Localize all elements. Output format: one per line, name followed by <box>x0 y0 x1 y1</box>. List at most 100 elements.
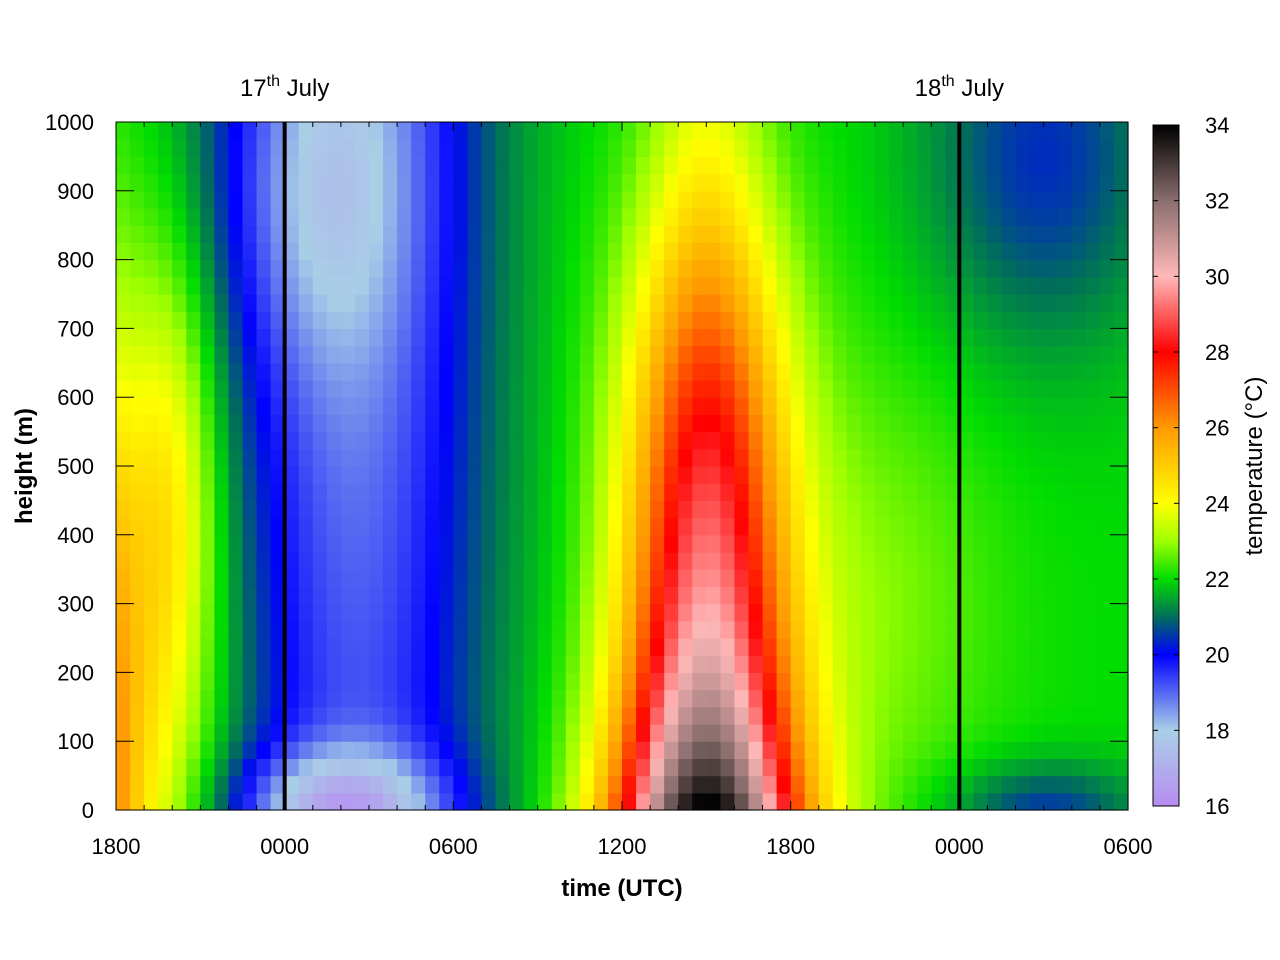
heatmap-cell <box>298 552 314 570</box>
heatmap-cell <box>706 741 721 759</box>
heatmap-cell <box>1001 397 1017 415</box>
heatmap-cell <box>551 259 567 278</box>
heatmap-cell <box>256 328 272 347</box>
heatmap-cell <box>734 414 750 433</box>
heatmap-cell <box>340 534 356 553</box>
heatmap-cell <box>748 655 764 673</box>
heatmap-cell <box>481 534 497 553</box>
heatmap-cell <box>495 552 511 570</box>
heatmap-cell <box>776 276 792 295</box>
heatmap-cell <box>1085 380 1101 398</box>
heatmap-cell <box>1043 242 1059 261</box>
heatmap-cell <box>1085 758 1101 777</box>
heatmap-cell <box>790 294 806 312</box>
heatmap-cell <box>481 724 497 742</box>
heatmap-cell <box>537 792 553 811</box>
heatmap-cell <box>607 311 623 329</box>
heatmap-cell <box>242 534 258 553</box>
heatmap-cell <box>804 758 820 777</box>
heatmap-cell <box>1001 431 1017 450</box>
heatmap-cell <box>354 724 370 742</box>
heatmap-cell <box>945 294 960 312</box>
heatmap-cell <box>565 276 581 295</box>
heatmap-cell <box>650 689 665 708</box>
heatmap-cell <box>326 448 342 467</box>
heatmap-cell <box>565 414 581 433</box>
heatmap-cell <box>846 758 862 777</box>
heatmap-cell <box>664 190 679 209</box>
heatmap-cell <box>284 500 300 519</box>
heatmap-cell <box>664 775 679 794</box>
heatmap-cell <box>298 724 314 742</box>
heatmap-cell <box>889 689 904 708</box>
heatmap-cell <box>706 362 721 381</box>
heatmap-cell <box>326 552 342 570</box>
heatmap-cell <box>832 620 848 639</box>
heatmap-cell <box>903 638 918 656</box>
heatmap-cell <box>495 483 511 501</box>
heatmap-cell <box>144 466 159 484</box>
heatmap-cell <box>1113 225 1129 243</box>
heatmap-cell <box>579 448 595 467</box>
heatmap-cell <box>186 242 201 261</box>
heatmap-cell <box>467 276 483 295</box>
heatmap-cell <box>537 534 553 553</box>
heatmap-cell <box>312 259 328 278</box>
heatmap-cell <box>200 758 215 777</box>
heatmap-cell <box>467 741 483 759</box>
heatmap-cell <box>270 139 286 157</box>
heatmap-cell <box>706 517 721 536</box>
heatmap-cell <box>903 724 918 742</box>
heatmap-cell <box>481 190 497 209</box>
heatmap-cell <box>411 758 426 777</box>
heatmap-cell <box>1015 483 1031 501</box>
heatmap-cell <box>790 466 806 484</box>
heatmap-cell <box>664 311 679 329</box>
heatmap-cell <box>917 552 932 570</box>
heatmap-cell <box>706 655 721 673</box>
x-axis-ticks: 1800 0000 0600 1200 1800 0000 0600 <box>92 122 1152 859</box>
heatmap-cell <box>312 655 328 673</box>
heatmap-cell <box>284 311 300 329</box>
heatmap-cell <box>481 448 497 467</box>
heatmap-cell <box>762 431 778 450</box>
heatmap-cell <box>354 638 370 656</box>
heatmap-cell <box>186 552 201 570</box>
heatmap-cell <box>537 638 553 656</box>
heatmap-cell <box>495 345 511 364</box>
heatmap-cell <box>411 294 426 312</box>
heatmap-cell <box>903 156 918 175</box>
heatmap-cell <box>312 724 328 742</box>
heatmap-cell <box>298 156 314 175</box>
heatmap-cell <box>734 517 750 536</box>
heatmap-cell <box>270 448 286 467</box>
heatmap-cell <box>720 225 736 243</box>
heatmap-cell <box>804 724 820 742</box>
heatmap-cell <box>256 139 272 157</box>
heatmap-cell <box>832 466 848 484</box>
heatmap-cell <box>959 242 974 261</box>
heatmap-cell <box>917 173 932 192</box>
heatmap-cell <box>565 242 581 261</box>
heatmap-cell <box>523 552 539 570</box>
heatmap-cell <box>551 689 567 708</box>
heatmap-cell <box>326 380 342 398</box>
heatmap-cell <box>523 294 539 312</box>
heatmap-cell <box>987 397 1003 415</box>
heatmap-cell <box>411 775 426 794</box>
heatmap-cell <box>495 638 511 656</box>
heatmap-cell <box>369 397 384 415</box>
heatmap-cell <box>846 586 862 605</box>
heatmap-cell <box>467 758 483 777</box>
heatmap-cell <box>439 466 454 484</box>
heatmap-cell <box>804 294 820 312</box>
heatmap-cell <box>903 397 918 415</box>
heatmap-cell <box>509 190 525 209</box>
heatmap-cell <box>973 500 989 519</box>
heatmap-cell <box>425 173 440 192</box>
heatmap-cell <box>790 586 806 605</box>
heatmap-cell <box>228 620 244 639</box>
heatmap-cell <box>706 259 721 278</box>
heatmap-cell <box>509 569 525 587</box>
heatmap-cell <box>565 620 581 639</box>
